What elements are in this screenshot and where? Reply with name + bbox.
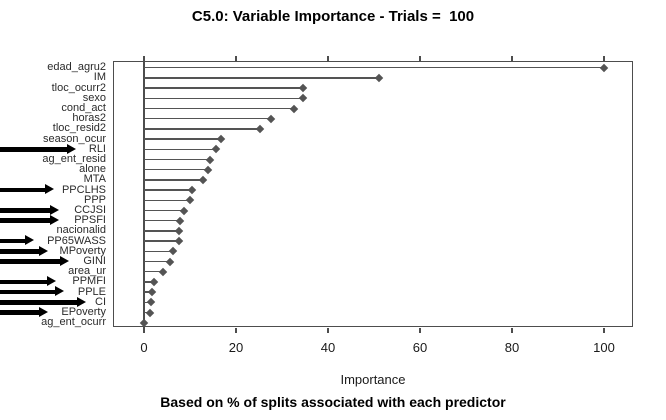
- y-axis-label: PPP: [83, 193, 106, 206]
- y-axis-label: sexo: [82, 91, 106, 104]
- lollipop-line: [144, 219, 181, 222]
- annotation-arrow-head-icon: [59, 255, 69, 266]
- y-axis-label: IM: [93, 71, 106, 84]
- x-axis-tick-bottom: [327, 328, 329, 333]
- y-axis-label: tloc_resid2: [52, 122, 106, 135]
- lollipop-line: [144, 270, 163, 273]
- lollipop-line: [144, 199, 190, 202]
- annotation-arrow: [0, 279, 47, 285]
- y-axis-label: EPoverty: [61, 306, 106, 318]
- annotation-arrow-head-icon: [46, 276, 56, 287]
- lollipop-line: [144, 209, 185, 212]
- y-axis-label: PPMFI: [72, 275, 106, 288]
- annotation-arrow-head-icon: [38, 306, 48, 317]
- annotation-arrow: [0, 238, 25, 244]
- x-tick-label: 40: [320, 340, 336, 355]
- y-axis-label: nacionalid: [56, 224, 106, 237]
- y-axis-label: season_ocur: [43, 132, 106, 145]
- x-axis-tick-bottom: [143, 328, 145, 333]
- y-axis-label: CCJSI: [74, 204, 106, 216]
- y-axis-label: PPCLHS: [61, 183, 106, 196]
- lollipop-line: [144, 128, 260, 130]
- annotation-arrow-head-icon: [76, 296, 86, 307]
- lollipop-line: [144, 158, 211, 161]
- x-tick-label: 100: [593, 340, 615, 355]
- y-axis-label: MTA: [83, 173, 106, 186]
- lollipop-line: [144, 66, 604, 69]
- y-axis-label: PP65WASS: [47, 234, 106, 247]
- y-axis-label: CI: [95, 295, 106, 308]
- chart-footer-note: Based on % of splits associated with eac…: [160, 394, 506, 410]
- annotation-arrow: [0, 310, 39, 315]
- lollipop-line: [144, 107, 294, 110]
- lollipop-line: [144, 117, 271, 120]
- y-axis-label: MPoverty: [59, 244, 106, 257]
- x-tick-label: 60: [412, 340, 428, 355]
- annotation-arrow-head-icon: [49, 214, 59, 225]
- annotation-arrow: [0, 187, 45, 193]
- lollipop-line: [144, 87, 303, 89]
- x-axis-tick-top: [235, 56, 237, 61]
- x-axis-tick-top: [419, 56, 421, 61]
- lollipop-line: [144, 240, 179, 242]
- x-axis-tick-bottom: [511, 328, 513, 333]
- annotation-arrow-head-icon: [66, 143, 76, 154]
- y-axis-label: horas2: [72, 112, 106, 125]
- annotation-arrow: [0, 300, 77, 305]
- lollipop-line: [144, 168, 208, 171]
- y-axis-label: cond_act: [61, 102, 106, 114]
- y-axis-label: ag_ent_ocurr: [41, 316, 106, 329]
- annotation-arrow: [0, 147, 67, 152]
- chart-title: C5.0: Variable Importance - Trials = 100: [191, 8, 475, 25]
- y-axis-label: area_ur: [68, 265, 106, 278]
- annotation-arrow: [0, 259, 60, 264]
- annotation-arrow-head-icon: [38, 245, 48, 256]
- lollipop-line: [144, 260, 171, 263]
- lollipop-line: [144, 97, 303, 100]
- x-axis-tick-top: [603, 56, 605, 61]
- lollipop-line: [144, 138, 222, 140]
- x-axis-tick-top: [327, 56, 329, 61]
- annotation-arrow-head-icon: [49, 204, 59, 215]
- y-axis-label: tloc_ocurr2: [51, 81, 106, 94]
- annotation-arrow: [0, 218, 50, 223]
- x-axis-tick-top: [511, 56, 513, 61]
- y-axis-label: PPLE: [77, 285, 106, 298]
- x-axis-label: Importance: [340, 372, 406, 387]
- lollipop-line: [144, 189, 193, 191]
- y-axis-label: alone: [79, 163, 106, 176]
- annotation-arrow-head-icon: [44, 184, 54, 195]
- lollipop-line: [144, 77, 379, 79]
- annotation-arrow-head-icon: [54, 286, 64, 297]
- zero-baseline: [143, 56, 145, 333]
- annotation-arrow: [0, 208, 50, 213]
- x-axis-tick-bottom: [603, 328, 605, 333]
- lollipop-line: [144, 230, 179, 232]
- x-axis-tick-bottom: [419, 328, 421, 333]
- annotation-arrow-head-icon: [24, 235, 34, 246]
- y-axis-label: RLI: [88, 142, 106, 155]
- annotation-arrow: [0, 249, 39, 254]
- plot-area-box: [113, 61, 633, 327]
- x-axis-tick-bottom: [235, 328, 237, 333]
- lollipop-line: [144, 148, 217, 151]
- x-tick-label: 20: [228, 340, 244, 355]
- x-tick-label: 0: [140, 340, 148, 355]
- x-tick-label: 80: [504, 340, 520, 355]
- lollipop-line: [144, 179, 204, 181]
- y-axis-label: edad_agru2: [47, 61, 106, 74]
- annotation-arrow: [0, 289, 55, 295]
- y-axis-label: GINI: [83, 255, 106, 267]
- lollipop-line: [144, 250, 173, 253]
- y-axis-label: PPSFI: [74, 214, 106, 227]
- x-axis-tick-top: [143, 56, 145, 61]
- y-axis-label: ag_ent_resid: [42, 153, 106, 165]
- lollipop-line: [144, 281, 155, 283]
